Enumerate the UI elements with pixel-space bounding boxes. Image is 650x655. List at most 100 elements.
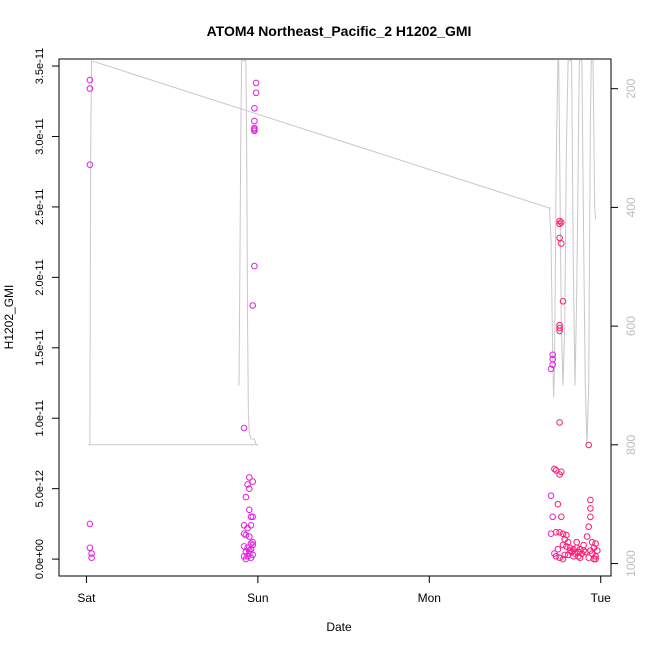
y2-tick-label: 200 (624, 78, 638, 98)
data-point (556, 220, 563, 228)
data-point (585, 554, 593, 562)
data-point (561, 551, 569, 559)
data-point (585, 441, 593, 449)
data-point (566, 544, 574, 552)
x-axis: Sat Sun Mon Tue (77, 575, 611, 605)
data-point (252, 89, 260, 97)
data-point (556, 529, 563, 536)
y-tick-label: 2.0e-11 (34, 259, 46, 296)
plot-box (58, 58, 612, 577)
data-point (573, 538, 581, 546)
data-point (240, 424, 248, 432)
y-tick-label: 1.5e-11 (34, 330, 46, 367)
data-point (563, 531, 570, 539)
y2-tick-label: 1000 (624, 550, 638, 577)
data-point (249, 541, 256, 549)
data-point (556, 554, 563, 562)
y-tick-label: 5.0e-12 (34, 470, 46, 507)
data-point (594, 547, 601, 554)
data-point (251, 262, 258, 270)
data-point (242, 531, 250, 539)
data-point (583, 533, 591, 540)
data-point (559, 530, 567, 538)
y-tick-label: 0.0e+00 (34, 539, 46, 579)
point-layer (86, 76, 601, 563)
data-point (559, 555, 567, 563)
data-point (549, 361, 557, 369)
data-point (249, 302, 256, 309)
y-tick-label: 3.5e-11 (34, 48, 46, 85)
chart-title: ATOM4 Northeast_Pacific_2 H1202_GMI (207, 23, 472, 39)
data-point (549, 513, 557, 521)
y-tick-label: 1.0e-11 (34, 400, 46, 437)
y2-tick-label: 800 (624, 434, 638, 454)
data-point (246, 474, 253, 481)
y2-tick-label: 400 (624, 197, 638, 217)
data-point (86, 76, 94, 84)
x-axis-label: Date (326, 620, 352, 634)
data-point (240, 530, 248, 538)
data-point (242, 493, 250, 501)
data-point (576, 554, 584, 562)
data-point (558, 219, 565, 226)
data-point (86, 161, 94, 168)
data-point (588, 538, 596, 546)
data-point (556, 234, 563, 242)
data-point (587, 505, 594, 512)
data-point (86, 85, 94, 92)
data-point (575, 553, 582, 560)
data-point (249, 513, 256, 521)
data-point (240, 553, 248, 560)
data-point (558, 513, 565, 521)
y2-tick-label: 600 (624, 316, 638, 336)
y-tick-label: 2.5e-11 (34, 189, 46, 226)
data-point (556, 419, 563, 426)
data-point (558, 240, 565, 247)
data-point (251, 105, 258, 112)
data-point (552, 553, 560, 560)
data-point (249, 478, 256, 485)
data-point (592, 555, 599, 563)
data-point (246, 533, 253, 540)
data-point (552, 529, 560, 536)
data-point (247, 545, 255, 553)
data-point (587, 513, 594, 521)
data-point (554, 545, 562, 553)
data-point (246, 547, 253, 554)
data-point (554, 500, 562, 508)
data-point (240, 543, 248, 550)
data-point (549, 351, 557, 359)
x-tick-label: Sun (247, 591, 268, 605)
data-point (580, 541, 587, 549)
data-point (88, 550, 95, 557)
data-point (251, 127, 258, 135)
data-point (587, 547, 594, 554)
data-point (244, 481, 251, 488)
y-axis-label: H1202_GMI (2, 285, 16, 350)
data-point (251, 117, 258, 125)
x-tick-label: Sat (77, 591, 96, 605)
data-point (247, 522, 255, 529)
data-point (592, 540, 599, 547)
data-point (246, 485, 253, 493)
data-point (585, 523, 593, 531)
data-point (547, 492, 555, 500)
data-point (559, 298, 567, 305)
line-segment-3 (238, 60, 258, 446)
data-point (566, 547, 574, 554)
y-tick-label: 3.0e-11 (34, 118, 46, 155)
y-axis: 0.0e+00 5.0e-12 1.0e-11 1.5e-11 2.0e-11 2.5e-… (34, 48, 60, 579)
data-point (86, 520, 94, 528)
line-segment-1 (548, 60, 597, 445)
data-point (556, 327, 563, 335)
data-point (564, 538, 572, 546)
data-point (547, 365, 555, 373)
data-point (551, 465, 558, 473)
data-point (246, 506, 253, 514)
data-point (556, 471, 563, 478)
line-segment-0 (88, 60, 551, 446)
data-point (556, 324, 563, 332)
data-point (86, 544, 94, 552)
